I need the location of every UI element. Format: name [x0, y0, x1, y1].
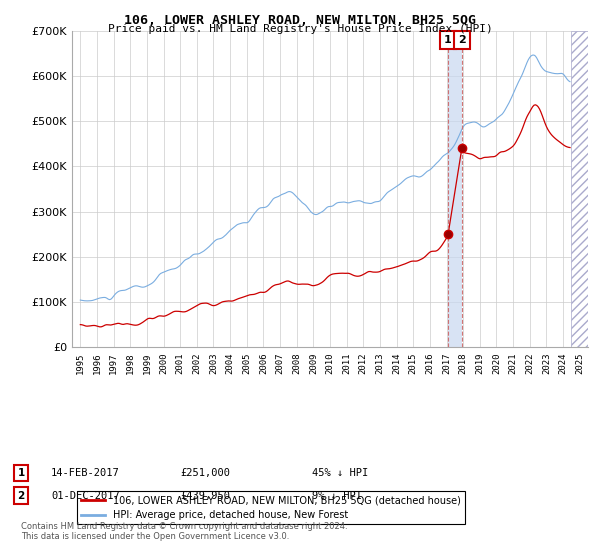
Text: Price paid vs. HM Land Registry's House Price Index (HPI): Price paid vs. HM Land Registry's House …: [107, 24, 493, 34]
Text: 9% ↓ HPI: 9% ↓ HPI: [312, 491, 362, 501]
Legend: 106, LOWER ASHLEY ROAD, NEW MILTON, BH25 5QG (detached house), HPI: Average pric: 106, LOWER ASHLEY ROAD, NEW MILTON, BH25…: [77, 491, 464, 524]
Bar: [448, 31, 462, 347]
Text: 01-DEC-2017: 01-DEC-2017: [51, 491, 120, 501]
Text: 2: 2: [458, 35, 466, 45]
Text: Contains HM Land Registry data © Crown copyright and database right 2024.
This d: Contains HM Land Registry data © Crown c…: [21, 522, 347, 542]
Text: £439,950: £439,950: [180, 491, 230, 501]
Text: 1: 1: [17, 468, 25, 478]
Text: 14-FEB-2017: 14-FEB-2017: [51, 468, 120, 478]
Text: 1: 1: [444, 35, 452, 45]
Text: 106, LOWER ASHLEY ROAD, NEW MILTON, BH25 5QG: 106, LOWER ASHLEY ROAD, NEW MILTON, BH25…: [124, 14, 476, 27]
Bar: [571, 31, 596, 347]
Text: 2: 2: [17, 491, 25, 501]
Text: £251,000: £251,000: [180, 468, 230, 478]
Text: 45% ↓ HPI: 45% ↓ HPI: [312, 468, 368, 478]
